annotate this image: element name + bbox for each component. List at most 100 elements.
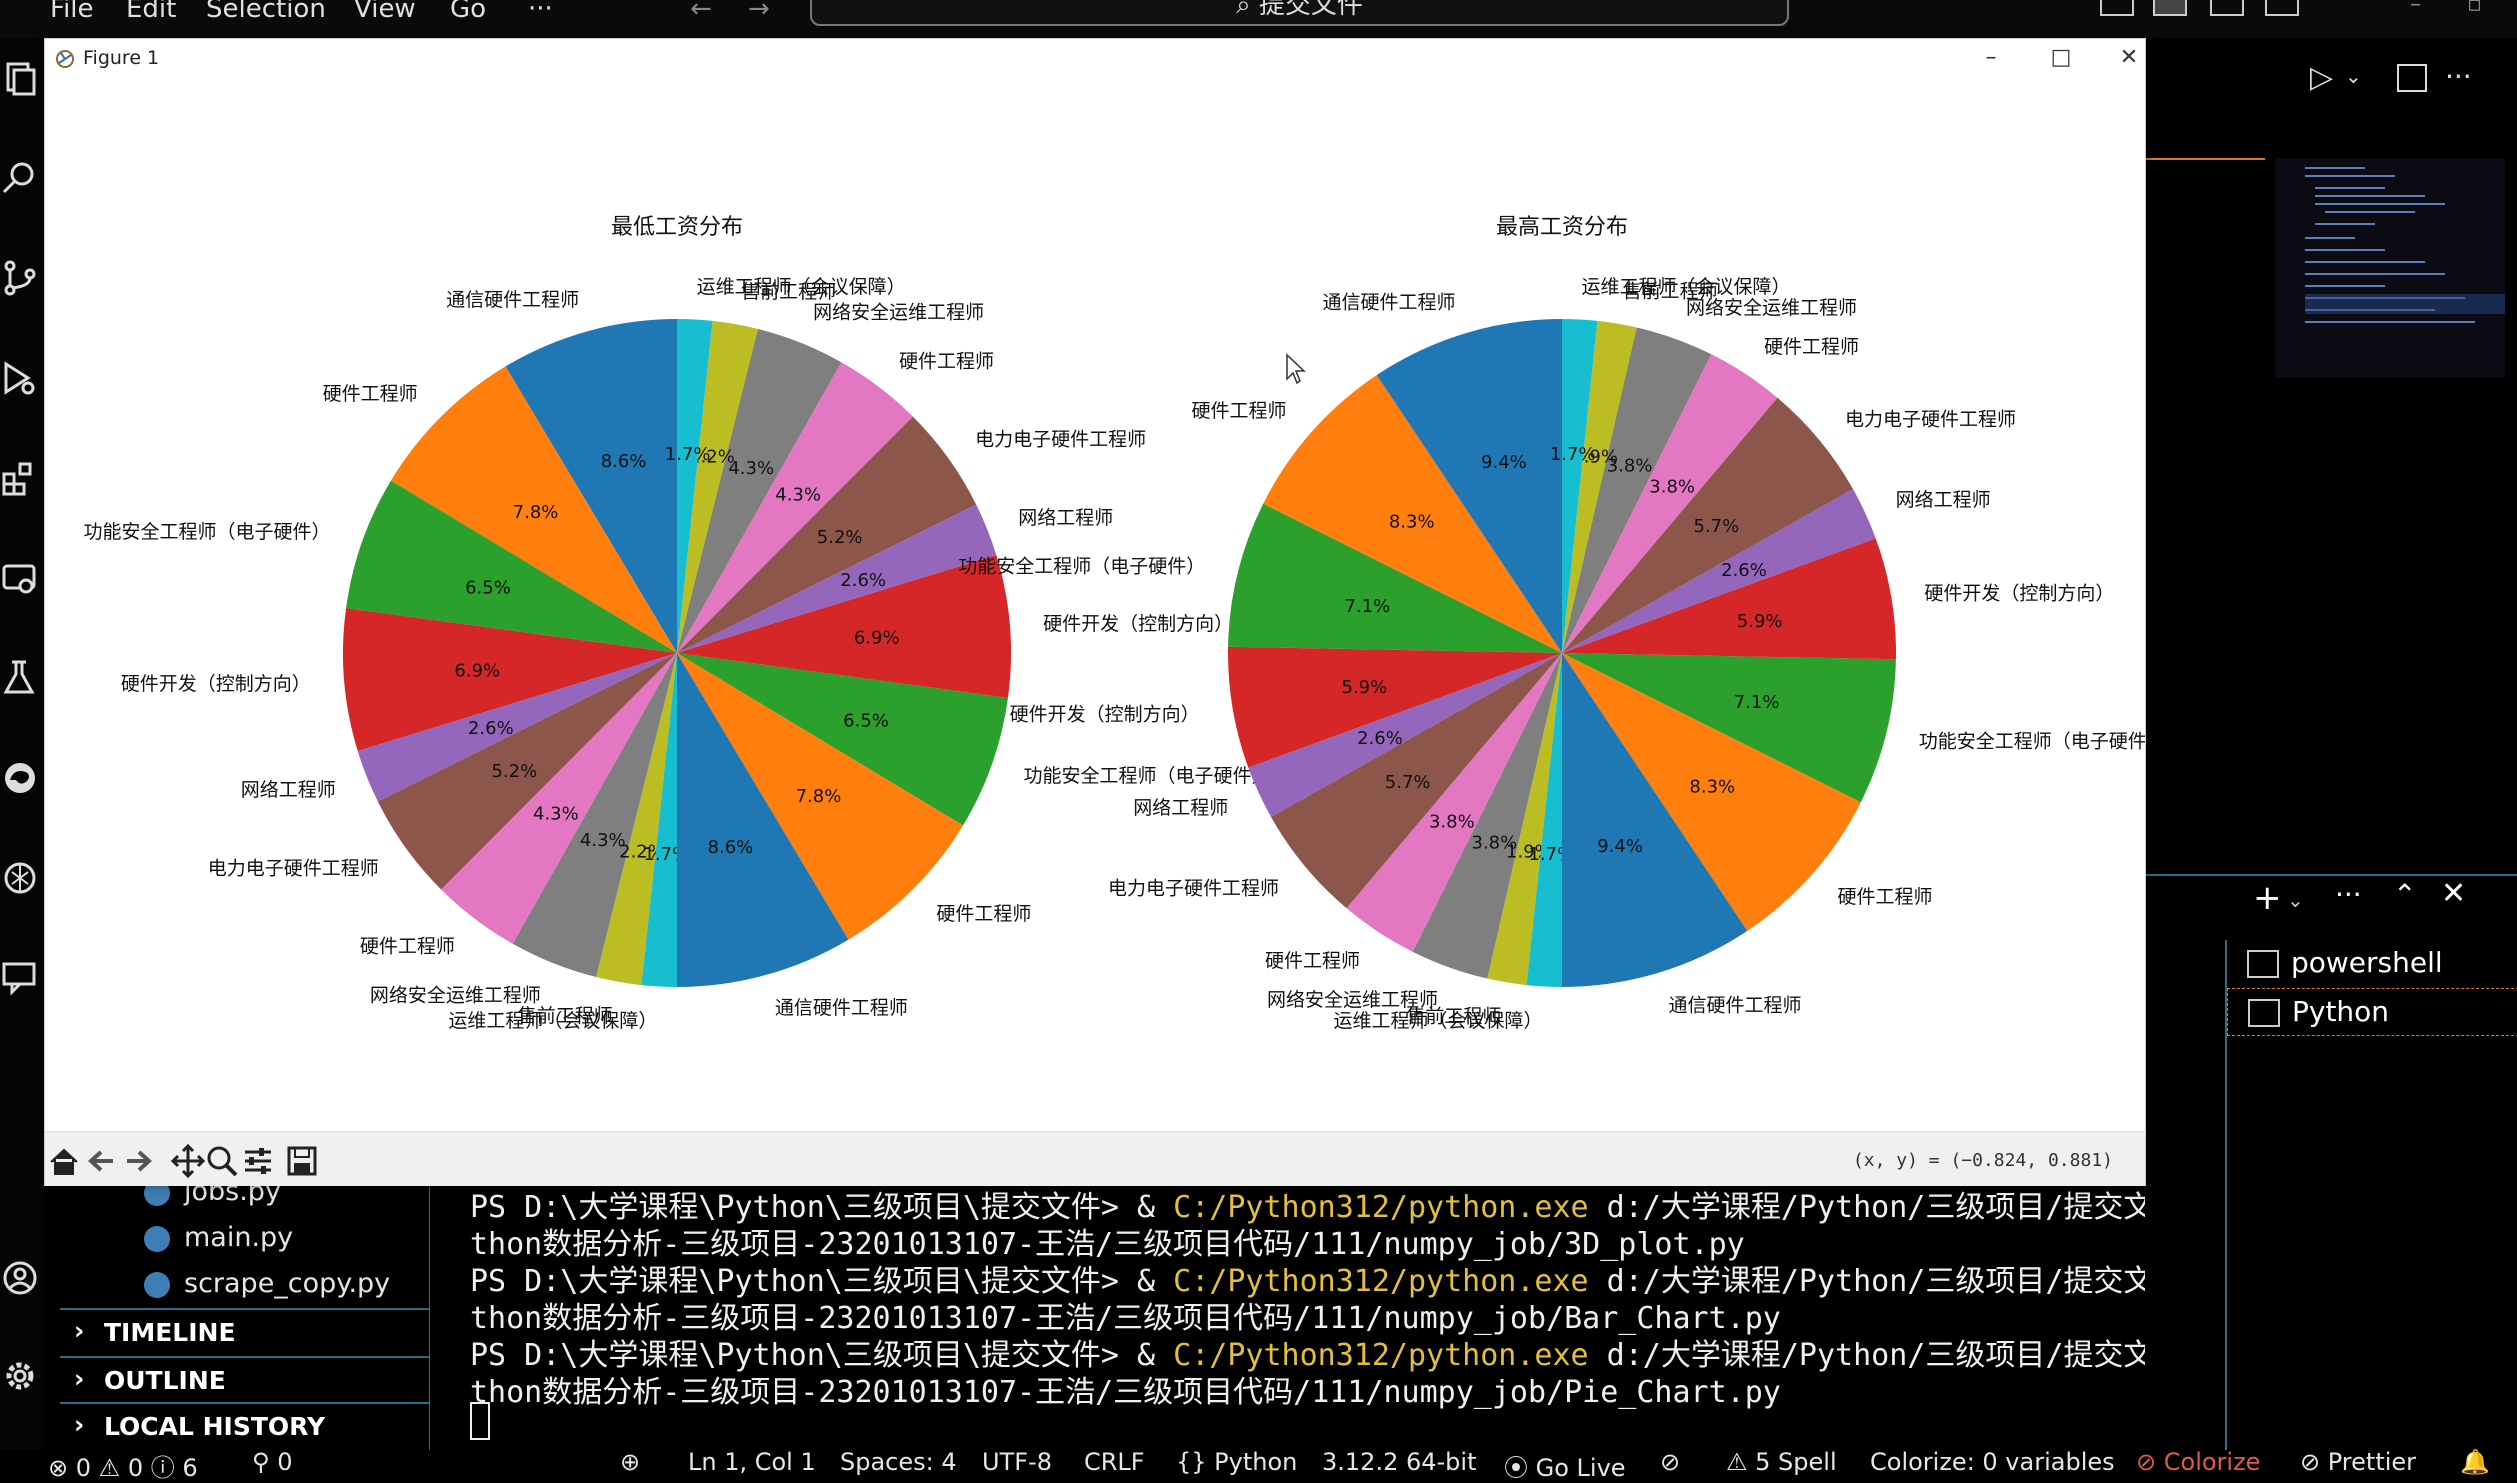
section-label: TIMELINE [104,1318,236,1347]
go-live-status[interactable]: ⦿ Go Live [1504,1454,1626,1482]
close-icon[interactable]: ✕ [2119,45,2139,70]
chevron-right-icon: › [74,1316,85,1345]
customize-layout-icon[interactable] [2265,0,2299,16]
pie-slice [1248,653,1562,817]
edge-devtools-icon[interactable] [2,760,38,796]
slice-percent-label: 6.9% [854,628,900,649]
slice-percent-label: 3.8% [1607,455,1653,476]
notifications-off-icon[interactable]: ⊘ [1660,1448,1681,1476]
bell-icon[interactable]: 🔔 [2460,1448,2490,1476]
file-item-scrape-copy[interactable]: scrape_copy.py [44,1262,424,1308]
search-icon: ⌕ [1236,0,1259,20]
command-center-search[interactable]: ⌕ 提交文件 [810,0,1789,26]
search-icon[interactable] [2,160,38,196]
toggle-panel-icon[interactable] [2153,0,2187,16]
slice-percent-label: 2.2% [619,841,665,862]
minimize-window-icon[interactable]: – [2410,0,2421,17]
terminal-more-icon[interactable]: ··· [2335,878,2362,911]
activity-bar [0,38,44,1468]
section-timeline[interactable]: › TIMELINE [60,1308,470,1356]
slice-category-label: 硬件开发（控制方向） [1010,704,1200,726]
comments-icon[interactable] [2,960,38,996]
forward-icon[interactable] [121,1144,155,1178]
chatgpt-icon[interactable] [2,860,38,896]
ports-status[interactable]: ⚲ 0 [252,1448,293,1476]
terminal-path: d:/大学课程/Python/三级项目/提交文件/Py [1588,1264,2238,1299]
ports-count: 0 [277,1448,293,1476]
explorer-icon[interactable] [2,60,38,96]
line-ending[interactable]: CRLF [1084,1448,1145,1476]
terminal-path: d:/大学课程/Python/三级项目/提交文件/Py [1588,1190,2238,1225]
restore-window-icon[interactable]: ▫ [2467,0,2482,17]
testing-icon[interactable] [2,660,38,696]
problems-status[interactable]: ⊗ 0 ⚠ 0 ⓘ 6 [48,1454,198,1482]
slice-category-label: 硬件工程师 [1191,400,1286,422]
menu-go[interactable]: Go [450,0,487,24]
minimize-icon[interactable]: – [1985,45,1997,70]
run-python-icon[interactable]: ▷ [2310,60,2334,95]
terminal-item-powershell[interactable]: powershell [2227,940,2517,986]
run-debug-icon[interactable] [2,360,38,396]
pie-slice [677,554,1011,698]
chevron-right-icon: › [74,1410,85,1439]
chevron-down-icon[interactable]: ⌄ [2287,888,2304,912]
maximize-panel-icon[interactable]: ⌃ [2393,878,2417,911]
section-outline[interactable]: › OUTLINE [60,1356,470,1404]
pie-slice [1346,653,1562,952]
toggle-secondary-sidebar-icon[interactable] [2210,0,2244,16]
terminal-list: powershell Python [2225,940,2517,1450]
chevron-down-icon[interactable]: ⌄ [2345,64,2362,88]
section-local-history[interactable]: › LOCAL HISTORY [60,1402,470,1450]
cursor-position[interactable]: Ln 1, Col 1 [688,1448,816,1476]
colorize-status[interactable]: Colorize: 0 variables [1870,1448,2115,1476]
menu-selection[interactable]: Selection [206,0,326,24]
menu-edit[interactable]: Edit [126,0,177,24]
colorize-toggle[interactable]: ⊘ Colorize [2136,1448,2261,1476]
terminal-line: PS D:\大学课程\Python\三级项目\提交文件> & C:/Python… [470,1182,2238,1226]
indentation[interactable]: Spaces: 4 [840,1448,957,1476]
file-name: main.py [184,1222,294,1253]
encoding[interactable]: UTF-8 [982,1448,1052,1476]
extensions-icon[interactable] [2,460,38,496]
spell-status[interactable]: ⚠ 5 Spell [1726,1448,1837,1476]
menu-view[interactable]: View [354,0,416,24]
file-item-main[interactable]: main.py [44,1216,424,1262]
menu-file[interactable]: File [50,0,94,24]
prettier-status[interactable]: ⊘ Prettier [2300,1448,2417,1476]
pie-slice [1376,319,1562,653]
language-name: Python [1214,1448,1298,1476]
zoom-icon[interactable] [205,1144,239,1178]
pie-slice [1562,397,1853,653]
plot-canvas[interactable]: 最低工资分布 8.6% 通信硬件工程师 7.8% 硬件工程师 6.5% 功能安全工程师（电子… [45,81,2166,1131]
python-interpreter[interactable]: 3.12.2 64-bit [1322,1448,1477,1476]
accounts-icon[interactable] [2,1260,38,1296]
slice-percent-label: 7.8% [513,502,559,523]
more-actions-icon[interactable]: ··· [2445,60,2472,93]
terminal-panel[interactable]: PS D:\大学课程\Python\三级项目\提交文件> & C:/Python… [430,1170,2238,1450]
back-arrow-icon[interactable]: ← [690,0,712,24]
home-icon[interactable] [47,1144,81,1178]
close-panel-icon[interactable]: ✕ [2441,876,2467,911]
new-terminal-icon[interactable]: + [2253,878,2282,918]
remote-explorer-icon[interactable] [2,560,38,596]
slice-percent-label: 7.1% [1345,596,1391,617]
maximize-icon[interactable]: □ [2050,45,2072,70]
save-icon[interactable] [285,1144,319,1178]
menu-more[interactable]: ··· [528,0,553,24]
forward-arrow-icon[interactable]: → [748,0,770,24]
configure-subplots-icon[interactable] [241,1144,275,1178]
toggle-sidebar-icon[interactable] [2100,0,2134,16]
minimap[interactable] [2275,158,2505,378]
settings-gear-icon[interactable] [2,1358,38,1394]
chart-title: 最高工资分布 [1496,215,1628,240]
language-mode[interactable]: {} Python [1176,1448,1298,1476]
terminal-item-python[interactable]: Python [2227,988,2517,1036]
zoom-icon[interactable]: ⊕ [620,1448,641,1476]
back-icon[interactable] [85,1144,119,1178]
source-control-icon[interactable] [2,260,38,296]
pan-icon[interactable] [171,1144,205,1178]
slice-category-label: 运维工程师（会议保障） [697,276,906,298]
pie-slice [677,320,758,653]
split-editor-icon[interactable] [2397,64,2427,92]
terminal-prompt: PS D:\大学课程\Python\三级项目\提交文件> & [470,1264,1174,1299]
